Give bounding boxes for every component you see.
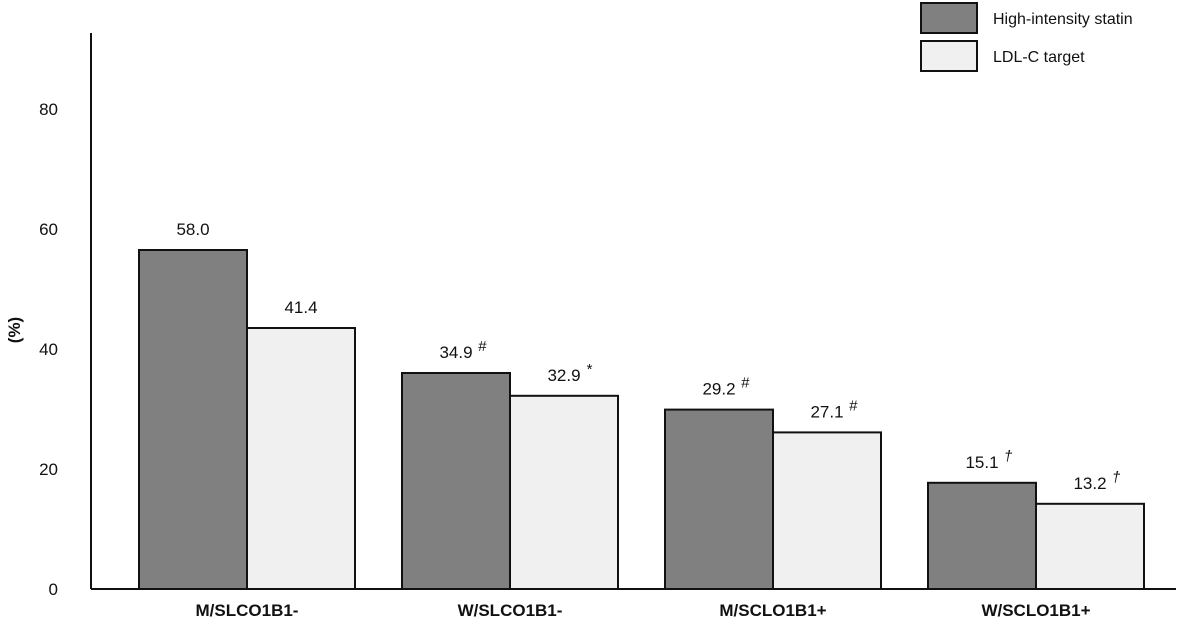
bar	[664, 408, 774, 590]
data-labels: 58.0 41.4 34.9 #32.9 * 29.2 #27.1 #15.1 † 13.2 †	[176, 220, 1121, 493]
category-label: W/SCLO1B1+	[981, 601, 1090, 620]
data-label: 13.2	[1073, 474, 1106, 493]
y-tick-label: 60	[39, 220, 58, 239]
y-ticks: 0 20 40 60 80	[39, 100, 58, 599]
significance-mark: †	[1112, 469, 1121, 486]
bar	[927, 481, 1037, 590]
bar	[1035, 502, 1145, 590]
data-label: 58.0	[176, 220, 209, 239]
y-tick-label: 20	[39, 460, 58, 479]
data-label: 29.2	[702, 380, 735, 399]
bar	[509, 394, 619, 590]
bar	[772, 431, 882, 590]
legend-label: High-intensity statin	[993, 11, 1133, 28]
category-label: M/SCLO1B1+	[719, 601, 826, 620]
significance-mark: #	[741, 375, 750, 392]
category-label: M/SLCO1B1-	[196, 601, 299, 620]
significance-mark: †	[1004, 448, 1013, 465]
category-labels: M/SLCO1B1- W/SLCO1B1- M/SCLO1B1+ W/SCLO1B1+	[196, 601, 1091, 620]
bar	[138, 249, 248, 590]
data-label: 41.4	[284, 298, 317, 317]
category-label: W/SLCO1B1-	[458, 601, 563, 620]
y-tick-label: 0	[49, 580, 58, 599]
significance-mark: #	[849, 397, 858, 414]
y-axis-label: (%)	[5, 317, 24, 343]
y-tick-label: 40	[39, 340, 58, 359]
bars	[138, 249, 1145, 590]
data-label: 32.9	[547, 366, 580, 385]
legend-swatch	[920, 40, 978, 72]
legend-label: LDL-C target	[993, 49, 1085, 66]
significance-mark: #	[478, 338, 487, 355]
legend-swatch	[920, 2, 978, 34]
significance-mark: *	[586, 361, 593, 378]
bar	[246, 327, 356, 590]
y-tick-label: 80	[39, 100, 58, 119]
bar	[401, 372, 511, 590]
data-label: 34.9	[439, 343, 472, 362]
data-label: 27.1	[810, 402, 843, 421]
data-label: 15.1	[965, 453, 998, 472]
legend: High-intensity statin LDL-C target	[920, 2, 1133, 72]
